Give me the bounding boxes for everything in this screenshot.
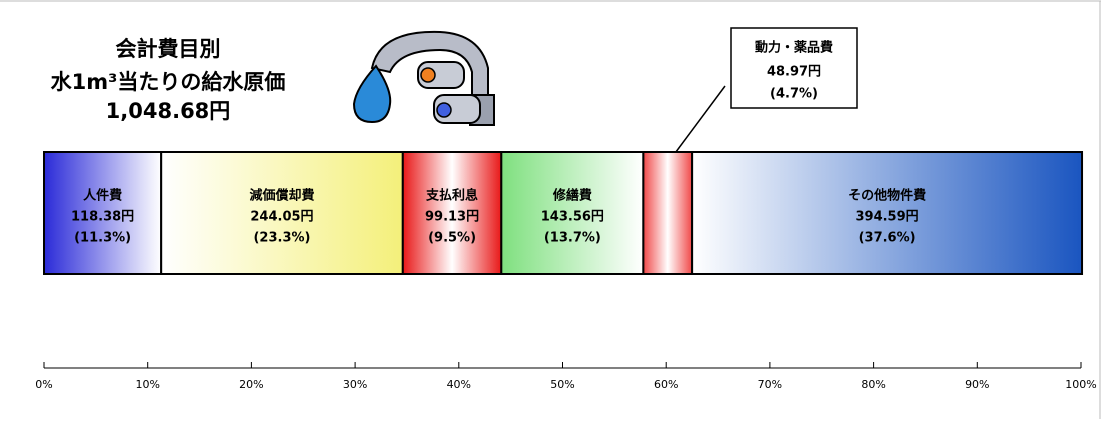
title-line: 会計費目別 — [116, 37, 221, 61]
x-tick-label: 40% — [447, 378, 471, 391]
segment-amount: 143.56円 — [541, 210, 604, 225]
segment-percent: (13.7%) — [544, 231, 601, 246]
segment-percent: (9.5%) — [428, 231, 476, 246]
x-tick-label: 30% — [343, 378, 367, 391]
segment-amount: 118.38円 — [71, 210, 134, 225]
x-tick-label: 100% — [1065, 378, 1096, 391]
segment-name: その他物件費 — [848, 188, 926, 204]
x-tick-label: 70% — [758, 378, 782, 391]
x-tick-label: 10% — [135, 378, 159, 391]
x-tick-label: 80% — [861, 378, 885, 391]
segment-name: 動力・薬品費 — [755, 40, 833, 56]
bar-segment — [43, 151, 163, 275]
faucet-icon — [352, 30, 495, 126]
bar-segment — [642, 151, 694, 275]
segment-amount: 48.97円 — [767, 65, 821, 80]
x-tick-label: 50% — [550, 378, 574, 391]
segment-amount: 99.13円 — [425, 210, 479, 225]
bar-segment — [691, 151, 1084, 275]
callout-box — [730, 27, 858, 109]
x-tick-label: 60% — [654, 378, 678, 391]
segment-percent: (37.6%) — [859, 231, 916, 246]
title-line: 1,048.68円 — [106, 99, 231, 123]
x-tick-label: 20% — [239, 378, 263, 391]
segment-percent: (23.3%) — [253, 231, 310, 246]
segment-amount: 244.05円 — [250, 210, 313, 225]
x-tick-label: 90% — [965, 378, 989, 391]
segment-name: 修繕費 — [552, 188, 592, 204]
segment-name: 減価償却費 — [249, 188, 314, 204]
bar-segment — [160, 151, 404, 275]
segment-name: 人件費 — [83, 188, 122, 204]
bar-segment — [500, 151, 645, 275]
segment-percent: (11.3%) — [74, 231, 131, 246]
title-line: 水1m³当たりの給水原価 — [51, 70, 286, 94]
segment-name: 支払利息 — [425, 188, 478, 204]
x-tick-label: 0% — [35, 378, 52, 391]
segment-percent: (4.7%) — [770, 87, 818, 102]
segment-amount: 394.59円 — [855, 210, 918, 225]
bar-segment — [401, 151, 503, 275]
